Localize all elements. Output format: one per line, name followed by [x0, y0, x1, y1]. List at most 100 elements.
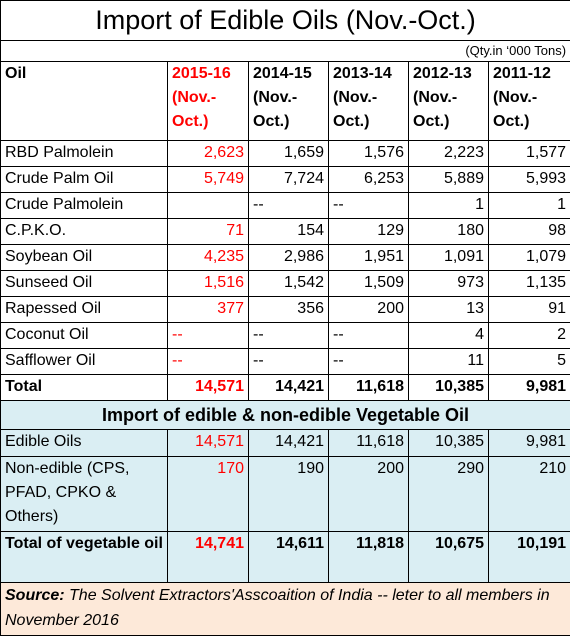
data-row: Crude Palmolein -- -- 1 1 [0, 192, 570, 219]
section-row: Import of edible & non-edible Vegetable … [0, 400, 570, 430]
header-row: Oil 2015-16 (Nov.-Oct.) 2014-15 (Nov.-Oct.… [0, 61, 570, 141]
cell: 10,191 [487, 531, 570, 583]
cell: 1,659 [248, 140, 329, 167]
cell: 377 [167, 296, 249, 323]
row-label: C.P.K.O. [0, 218, 168, 245]
data-row: Rapessed Oil 377 356 200 13 91 [0, 296, 570, 323]
cell: 200 [328, 456, 409, 532]
cell: 14,421 [248, 374, 329, 401]
cell: 5 [487, 348, 570, 375]
cell: 10,675 [408, 531, 489, 583]
cell: 1,079 [487, 244, 570, 271]
cell: 129 [328, 218, 409, 245]
cell: 13 [408, 296, 489, 323]
section-title: Import of edible & non-edible Vegetable … [0, 400, 570, 430]
cell: -- [328, 348, 409, 375]
cell: 2015-16 (Nov.-Oct.) [167, 61, 249, 141]
cell: 71 [167, 218, 249, 245]
cell: 200 [328, 296, 409, 323]
total-row: Total 14,571 14,421 11,618 10,385 9,981 [0, 374, 570, 401]
cell: 11,618 [328, 374, 409, 401]
cell: 1,951 [328, 244, 409, 271]
cell: 5,749 [167, 166, 249, 193]
cell: 1,135 [487, 270, 570, 297]
cell: 14,741 [167, 531, 249, 583]
cell: 4,235 [167, 244, 249, 271]
data-row: Coconut Oil -- -- -- 4 2 [0, 322, 570, 349]
cell: 180 [408, 218, 489, 245]
row-label: Safflower Oil [0, 348, 168, 375]
row-label: RBD Palmolein [0, 140, 168, 167]
cell: 2012-13 (Nov.-Oct.) [408, 61, 489, 141]
cell: 14,421 [248, 429, 329, 457]
total-row: Total of vegetable oil 14,741 14,611 11,818… [0, 531, 570, 583]
data-row: Crude Palm Oil 5,749 7,724 6,253 5,889 5,993 [0, 166, 570, 193]
cell [167, 192, 249, 219]
data-row: Sunseed Oil 1,516 1,542 1,509 973 1,135 [0, 270, 570, 297]
cell: 5,993 [487, 166, 570, 193]
cell: 14,611 [248, 531, 329, 583]
source-label: Source: [5, 587, 65, 604]
cell: 10,385 [408, 374, 489, 401]
cell: 1,509 [328, 270, 409, 297]
cell: 2011-12 (Nov.-Oct.) [487, 61, 570, 141]
cell: -- [328, 322, 409, 349]
cell: -- [167, 322, 249, 349]
row-label: Edible Oils [0, 429, 168, 457]
row-label: Total of vegetable oil [0, 531, 168, 583]
cell: 2013-14 (Nov.-Oct.) [328, 61, 409, 141]
row-label: Non-edible (CPS, PFAD, CPKO & Others) [0, 456, 168, 532]
data-row: Non-edible (CPS, PFAD, CPKO & Others) 170… [0, 456, 570, 532]
cell: 1,542 [248, 270, 329, 297]
cell: 1,577 [487, 140, 570, 167]
cell: 91 [487, 296, 570, 323]
row-label: Crude Palm Oil [0, 166, 168, 193]
cell: 9,981 [487, 429, 570, 457]
data-row: C.P.K.O. 71 154 129 180 98 [0, 218, 570, 245]
cell: 170 [167, 456, 249, 532]
cell: 7,724 [248, 166, 329, 193]
source-row: Source: The Solvent Extractors'Asscoaiti… [0, 582, 570, 636]
cell: 1,091 [408, 244, 489, 271]
cell: 14,571 [167, 429, 249, 457]
cell: 1,516 [167, 270, 249, 297]
cell: 210 [487, 456, 570, 532]
row-label: Total [0, 374, 168, 401]
row-label: Rapessed Oil [0, 296, 168, 323]
cell: -- [328, 192, 409, 219]
row-label: Oil [0, 61, 168, 141]
cell: 1 [408, 192, 489, 219]
cell: 11,818 [328, 531, 409, 583]
cell: 11,618 [328, 429, 409, 457]
cell: 10,385 [408, 429, 489, 457]
source-text: The Solvent Extractors'Asscoaition of In… [5, 587, 550, 629]
cell: 6,253 [328, 166, 409, 193]
data-row: RBD Palmolein 2,623 1,659 1,576 2,223 1,577 [0, 140, 570, 167]
cell: 9,981 [487, 374, 570, 401]
cell: 11 [408, 348, 489, 375]
row-label: Crude Palmolein [0, 192, 168, 219]
cell: 2,623 [167, 140, 249, 167]
row-label: Sunseed Oil [0, 270, 168, 297]
cell: 190 [248, 456, 329, 532]
cell: -- [248, 192, 329, 219]
unit-note: (Qty.in ‘000 Tons) [0, 40, 570, 62]
cell: 2014-15 (Nov.-Oct.) [248, 61, 329, 141]
data-row: Safflower Oil -- -- -- 11 5 [0, 348, 570, 375]
cell: 154 [248, 218, 329, 245]
cell: 973 [408, 270, 489, 297]
cell: 356 [248, 296, 329, 323]
cell: 2 [487, 322, 570, 349]
data-row: Edible Oils 14,571 14,421 11,618 10,385 9,981 [0, 429, 570, 457]
cell: -- [248, 322, 329, 349]
cell: -- [248, 348, 329, 375]
cell: 2,986 [248, 244, 329, 271]
row-label: Soybean Oil [0, 244, 168, 271]
data-row: Soybean Oil 4,235 2,986 1,951 1,091 1,079 [0, 244, 570, 271]
cell: 14,571 [167, 374, 249, 401]
cell: 98 [487, 218, 570, 245]
source: Source: The Solvent Extractors'Asscoaiti… [0, 582, 570, 636]
cell: 1,576 [328, 140, 409, 167]
